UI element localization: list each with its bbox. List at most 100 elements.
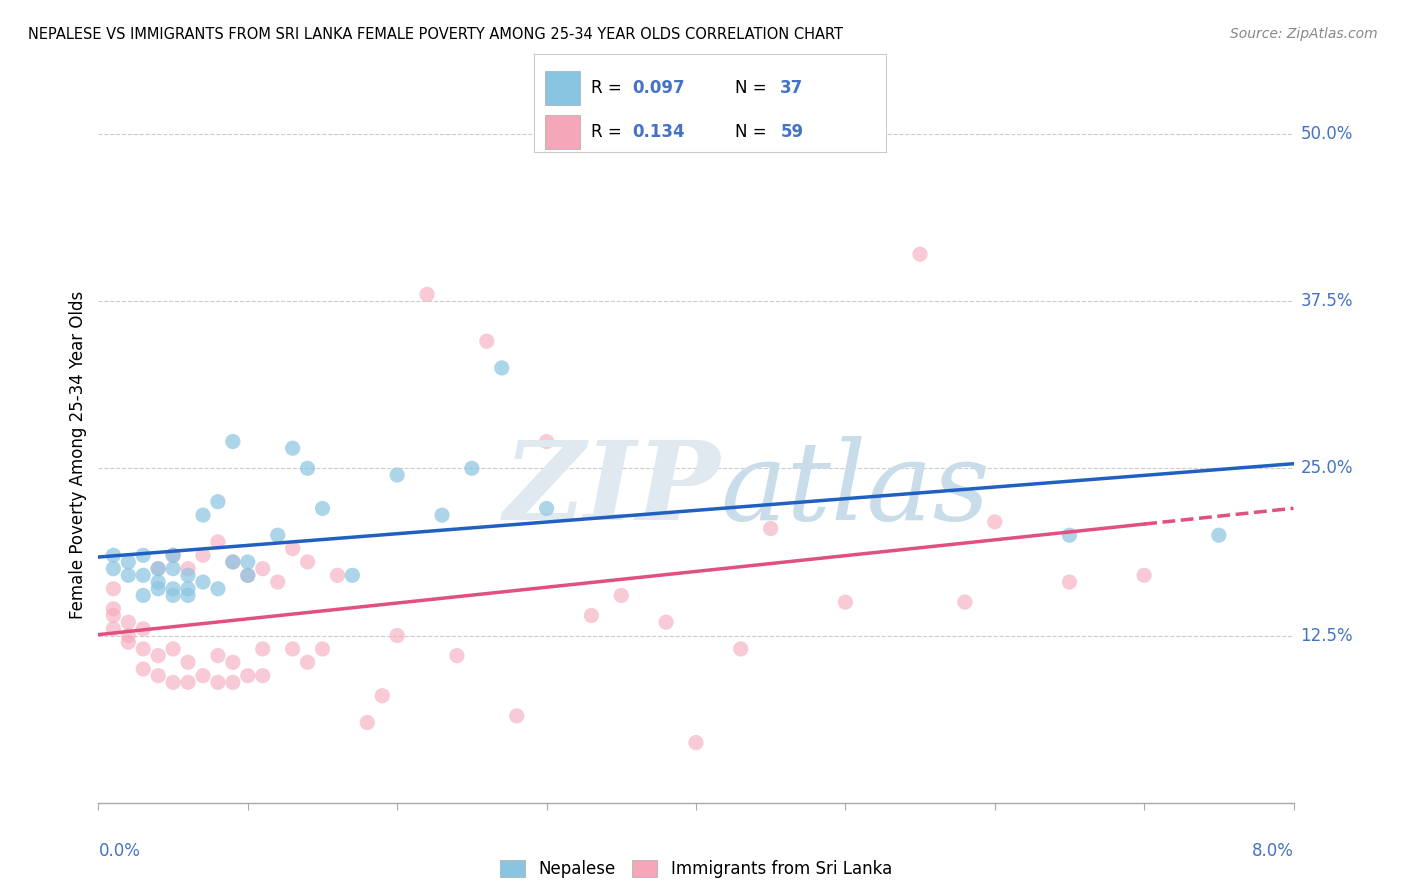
Point — [730, 642, 752, 657]
Point — [759, 521, 782, 535]
Point — [281, 642, 304, 657]
Point — [117, 615, 139, 630]
Point — [148, 648, 170, 663]
Point — [983, 515, 1005, 529]
Point — [252, 642, 274, 657]
Text: ZIP: ZIP — [503, 436, 720, 543]
Point — [297, 461, 319, 475]
Point — [385, 628, 409, 642]
Point — [177, 562, 200, 576]
Bar — [544, 115, 579, 149]
Point — [536, 501, 558, 516]
Text: 0.0%: 0.0% — [98, 842, 141, 860]
Point — [103, 622, 125, 636]
Point — [252, 562, 274, 576]
Point — [342, 568, 364, 582]
Point — [207, 675, 229, 690]
Point — [103, 548, 125, 563]
Point — [236, 568, 259, 582]
Point — [177, 582, 200, 596]
Point — [191, 575, 214, 590]
Point — [191, 508, 214, 523]
Y-axis label: Female Poverty Among 25-34 Year Olds: Female Poverty Among 25-34 Year Olds — [69, 291, 87, 619]
Point — [148, 582, 170, 596]
Point — [132, 568, 155, 582]
Point — [297, 655, 319, 669]
Point — [117, 555, 139, 569]
Text: N =: N = — [734, 78, 772, 97]
Point — [177, 675, 200, 690]
Point — [222, 555, 245, 569]
Point — [132, 589, 155, 603]
Bar — [544, 70, 579, 105]
Text: 0.134: 0.134 — [633, 123, 685, 141]
Point — [834, 595, 856, 609]
Point — [236, 555, 259, 569]
Point — [162, 548, 184, 563]
Point — [132, 548, 155, 563]
Legend: Nepalese, Immigrants from Sri Lanka: Nepalese, Immigrants from Sri Lanka — [494, 854, 898, 885]
Point — [103, 602, 125, 616]
Point — [236, 669, 259, 683]
Text: Source: ZipAtlas.com: Source: ZipAtlas.com — [1230, 27, 1378, 41]
Point — [222, 655, 245, 669]
Point — [162, 582, 184, 596]
Point — [236, 568, 259, 582]
Text: 25.0%: 25.0% — [1301, 459, 1353, 477]
Point — [103, 582, 125, 596]
Point — [177, 568, 200, 582]
Text: N =: N = — [734, 123, 772, 141]
Point — [132, 642, 155, 657]
Point — [461, 461, 484, 475]
Text: 12.5%: 12.5% — [1301, 626, 1353, 645]
Text: 50.0%: 50.0% — [1301, 125, 1353, 143]
Point — [416, 287, 439, 301]
Point — [132, 662, 155, 676]
Point — [148, 575, 170, 590]
Point — [191, 669, 214, 683]
Point — [162, 589, 184, 603]
Point — [162, 562, 184, 576]
Point — [610, 589, 633, 603]
Point — [1059, 528, 1081, 542]
Text: 37.5%: 37.5% — [1301, 292, 1353, 310]
Point — [103, 562, 125, 576]
Point — [252, 669, 274, 683]
Point — [385, 468, 409, 483]
Point — [222, 555, 245, 569]
Point — [117, 635, 139, 649]
Point — [297, 555, 319, 569]
Point — [207, 494, 229, 508]
Point — [281, 442, 304, 456]
Point — [536, 434, 558, 449]
Point — [162, 675, 184, 690]
Point — [162, 642, 184, 657]
Point — [162, 548, 184, 563]
Point — [132, 622, 155, 636]
Point — [430, 508, 453, 523]
Point — [491, 361, 513, 376]
Point — [222, 675, 245, 690]
Text: 59: 59 — [780, 123, 803, 141]
Point — [655, 615, 678, 630]
Point — [685, 735, 707, 749]
Point — [281, 541, 304, 556]
Point — [326, 568, 349, 582]
Point — [506, 708, 529, 723]
Point — [148, 562, 170, 576]
Point — [148, 669, 170, 683]
Point — [191, 548, 214, 563]
Point — [311, 642, 333, 657]
Point — [446, 648, 468, 663]
Text: NEPALESE VS IMMIGRANTS FROM SRI LANKA FEMALE POVERTY AMONG 25-34 YEAR OLDS CORRE: NEPALESE VS IMMIGRANTS FROM SRI LANKA FE… — [28, 27, 844, 42]
Point — [475, 334, 498, 349]
Point — [1133, 568, 1156, 582]
Point — [177, 589, 200, 603]
Text: 37: 37 — [780, 78, 804, 97]
Text: 8.0%: 8.0% — [1251, 842, 1294, 860]
Point — [1208, 528, 1230, 542]
Point — [117, 568, 139, 582]
Point — [1059, 575, 1081, 590]
Point — [222, 434, 245, 449]
Point — [356, 715, 378, 730]
